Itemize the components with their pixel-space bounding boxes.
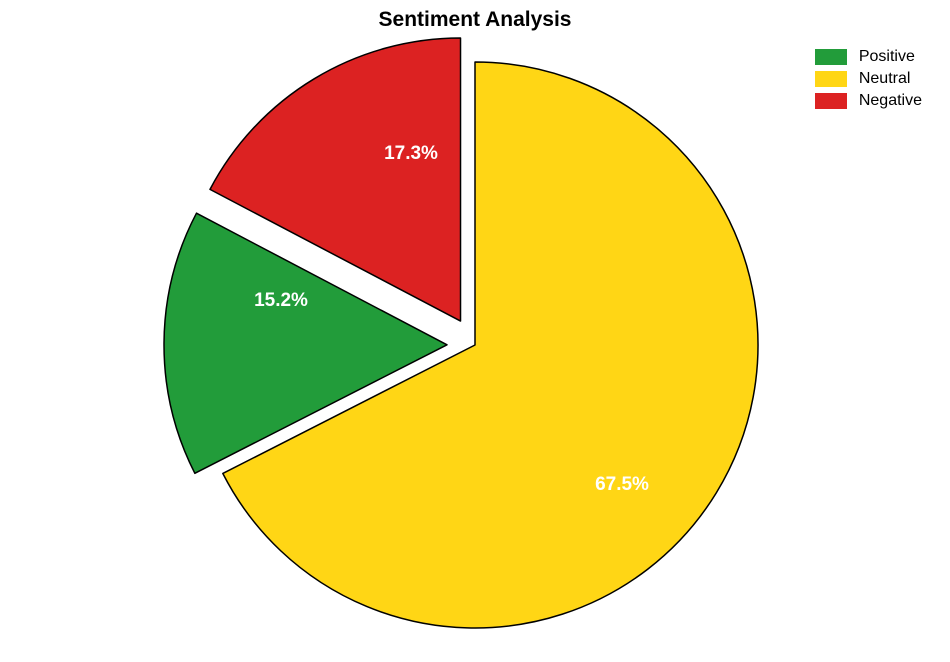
slice-label-positive: 15.2% xyxy=(254,290,308,312)
legend-swatch-negative xyxy=(815,93,847,109)
legend-label-positive: Positive xyxy=(859,48,915,66)
legend-swatch-neutral xyxy=(815,71,847,87)
pie-svg xyxy=(0,0,950,662)
legend-item-positive: Positive xyxy=(815,48,922,66)
sentiment-pie-chart: Sentiment Analysis 67.5%15.2%17.3% Posit… xyxy=(0,0,950,662)
slice-label-neutral: 67.5% xyxy=(595,474,649,496)
slice-label-negative: 17.3% xyxy=(384,143,438,165)
legend-swatch-positive xyxy=(815,49,847,65)
legend-label-negative: Negative xyxy=(859,92,922,110)
legend-label-neutral: Neutral xyxy=(859,70,911,88)
legend-item-neutral: Neutral xyxy=(815,70,922,88)
legend-item-negative: Negative xyxy=(815,92,922,110)
legend: Positive Neutral Negative xyxy=(815,48,922,114)
